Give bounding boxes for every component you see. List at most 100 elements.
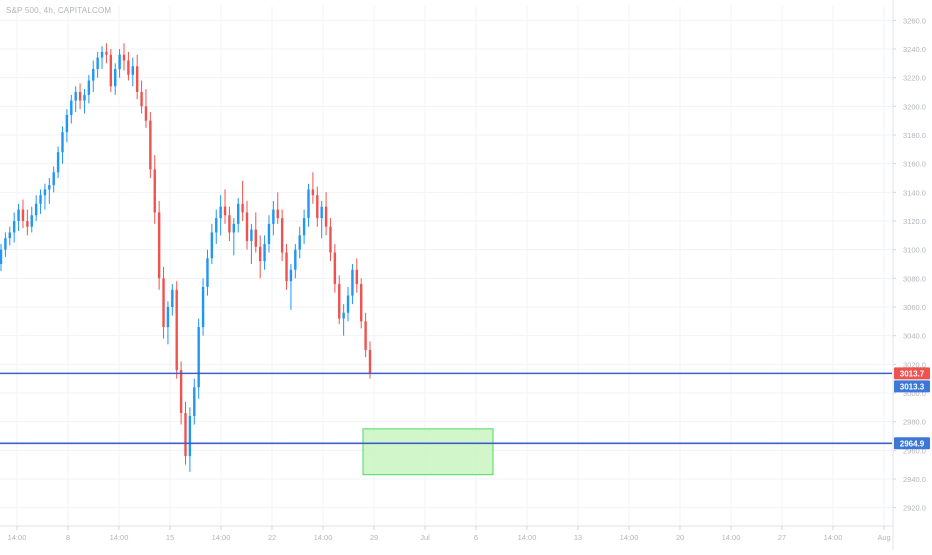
- price-label-box: [894, 437, 930, 450]
- candle-body-down: [228, 215, 231, 233]
- candle-body-up: [201, 286, 205, 328]
- candle-body-up: [30, 215, 33, 227]
- candle-body-down: [245, 212, 249, 242]
- x-tick-label: Jul: [420, 533, 430, 542]
- candle-body-up: [289, 269, 293, 282]
- candle-body-up: [351, 269, 354, 296]
- candle-body-up: [96, 57, 99, 70]
- candle-body-up: [131, 66, 134, 75]
- x-tick-label: 15: [166, 533, 174, 542]
- y-tick-label: 3040.0: [903, 332, 926, 341]
- candle-body-up: [92, 69, 95, 81]
- candle-body-up: [61, 132, 64, 153]
- candle-body-down: [149, 120, 152, 170]
- x-tick-label: 13: [574, 533, 582, 542]
- target-zone-rect[interactable]: [362, 428, 494, 476]
- price-label-text: 3013.3: [900, 382, 925, 391]
- candle-body-down: [276, 209, 279, 219]
- y-tick-label: 3200.0: [903, 102, 926, 111]
- candle-body-up: [65, 114, 69, 133]
- candle-body-down: [280, 218, 284, 253]
- x-tick-label: 14:00: [314, 533, 333, 542]
- candle-body-up: [272, 209, 275, 224]
- x-tick-label: 14:00: [110, 533, 129, 542]
- candle-body-up: [74, 92, 77, 101]
- candle-body-down: [254, 229, 257, 247]
- candle-body-up: [34, 203, 38, 216]
- candle-body-down: [179, 370, 183, 414]
- x-tick-label: 22: [268, 533, 276, 542]
- candle-body-up: [267, 223, 271, 244]
- candle-body-up: [193, 387, 196, 416]
- candle-body-up: [215, 218, 218, 233]
- candle-body-down: [311, 189, 315, 196]
- candle-body-down: [153, 169, 156, 213]
- candle-body-up: [307, 189, 310, 219]
- candle-body-up: [70, 100, 73, 115]
- y-tick-label: 2940.0: [903, 475, 926, 484]
- candle-body-up: [346, 295, 350, 313]
- x-tick-label: 14:00: [518, 533, 537, 542]
- candle-body-down: [333, 252, 337, 285]
- candle-body-up: [206, 258, 209, 287]
- y-tick-label: 2960.0: [903, 446, 926, 455]
- candle-body-down: [241, 203, 244, 213]
- horizontal-levels[interactable]: [0, 372, 892, 445]
- candle-body-down: [368, 350, 372, 373]
- x-tick-label: 20: [676, 533, 684, 542]
- candle-body-down: [324, 206, 328, 227]
- candle-body-up: [219, 206, 222, 219]
- y-tick-label: 3160.0: [903, 160, 926, 169]
- candle-body-down: [78, 92, 82, 101]
- candle-body-down: [135, 66, 139, 92]
- candle-body-up: [342, 312, 345, 319]
- candle-body-up: [114, 69, 117, 87]
- y-tick-label: 3220.0: [903, 74, 926, 83]
- candle-body-down: [21, 209, 25, 221]
- y-tick-label: 3260.0: [903, 16, 926, 25]
- x-tick-label: 14:00: [620, 533, 639, 542]
- candle-body-up: [320, 206, 323, 219]
- candle-body-down: [338, 284, 341, 319]
- y-tick-label: 3060.0: [903, 303, 926, 312]
- candle-body-up: [171, 289, 174, 307]
- price-label-box: [894, 367, 930, 380]
- candle-body-down: [122, 54, 126, 61]
- price-labels: 3013.7 3013.3 2964.9: [894, 367, 930, 450]
- x-tick-label: Aug: [877, 533, 890, 542]
- x-tick-label: 6: [474, 533, 478, 542]
- y-tick-label: 3080.0: [903, 274, 926, 283]
- time-axis[interactable]: 14:00 8 14:00 15 14:00 22 14:00 29 Jul 6 14:00 13 14…: [0, 525, 893, 542]
- y-tick-label: 3020.0: [903, 360, 926, 369]
- candle-body-up: [56, 152, 60, 173]
- candle-body-up: [8, 232, 11, 239]
- symbol-title: S&P 500, 4h, CAPITALCOM: [6, 6, 112, 15]
- candle-body-up: [197, 327, 200, 388]
- candle-body-down: [144, 106, 148, 121]
- candle-body-up: [52, 172, 55, 186]
- price-axis[interactable]: 3260.0 3240.0 3220.0 3200.0 3180.0 3160.0 3140…: [892, 0, 926, 550]
- candle-body-down: [360, 284, 363, 322]
- candle-body-up: [294, 249, 297, 270]
- candle-body-up: [83, 94, 86, 101]
- y-tick-label: 3000.0: [903, 389, 926, 398]
- y-tick-label: 2980.0: [903, 418, 926, 427]
- y-tick-label: 3140.0: [903, 188, 926, 197]
- y-tick-label: 2920.0: [903, 504, 926, 513]
- candle-body-up: [237, 203, 240, 224]
- candle-body-up: [0, 249, 3, 264]
- candle-body-down: [223, 206, 227, 216]
- candle-body-up: [4, 238, 7, 250]
- candle-body-up: [250, 229, 253, 242]
- x-tick-label: 14:00: [8, 533, 27, 542]
- y-tick-label: 3180.0: [903, 131, 926, 140]
- candle-body-down: [26, 221, 29, 227]
- candle-body-up: [48, 185, 51, 190]
- candle-body-down: [184, 413, 187, 457]
- candle-body-up: [43, 189, 47, 196]
- candle-body-up: [166, 307, 170, 328]
- candle-body-down: [355, 269, 359, 285]
- candle-body-up: [302, 218, 306, 236]
